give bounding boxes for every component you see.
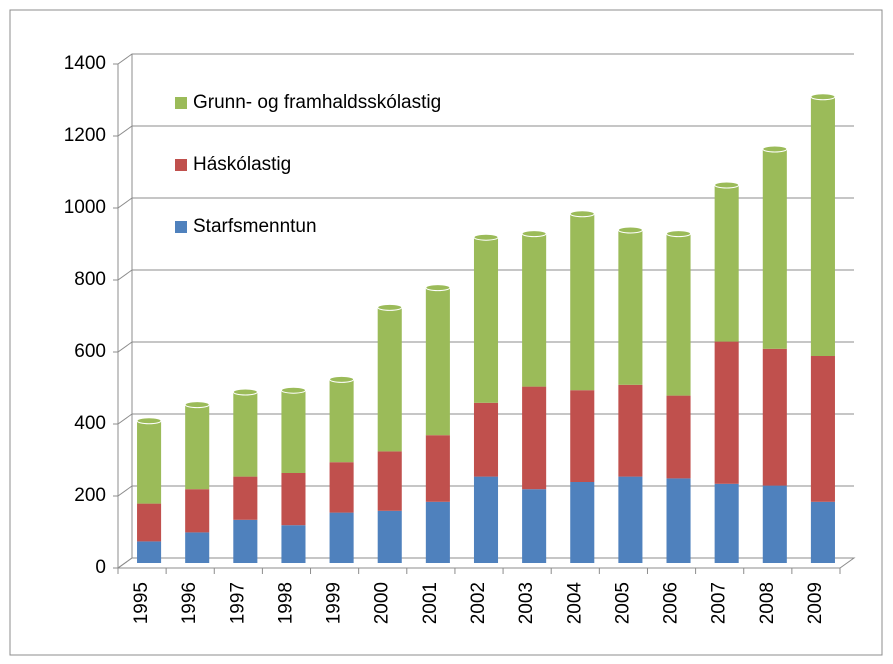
legend-label: Starfsmenntun [193, 216, 317, 237]
bar-segment [473, 237, 499, 403]
bar-segment [810, 96, 835, 357]
bar-segment [666, 478, 691, 563]
bar-top [666, 230, 692, 238]
bar-segment [666, 395, 691, 479]
x-tick-label: 1995 [131, 582, 152, 624]
legend-swatch [175, 97, 187, 109]
bar-segment [762, 348, 787, 486]
grid-line [117, 53, 854, 65]
bar-top [377, 303, 403, 311]
x-tick-label: 1996 [179, 582, 200, 624]
y-tick-label: 1000 [64, 197, 106, 218]
bar-segment [233, 476, 258, 520]
bar-top [521, 230, 547, 238]
legend-swatch [175, 221, 187, 233]
y-tick-label: 600 [74, 341, 106, 362]
x-tick-label: 2001 [420, 582, 441, 624]
bar-segment [425, 435, 450, 502]
bar-top [569, 210, 595, 218]
bar-top [617, 226, 643, 234]
bar-segment [522, 489, 547, 563]
bar-segment [137, 420, 162, 504]
x-tick-label: 2002 [468, 582, 489, 624]
bar-top [425, 284, 451, 292]
bar-top [473, 233, 499, 241]
bar-top [136, 417, 162, 425]
bar-segment [473, 402, 499, 477]
bar-segment [233, 519, 258, 563]
bar-segment [714, 483, 739, 563]
bar-top [810, 93, 836, 101]
x-tick-label: 2003 [516, 582, 537, 624]
legend-label: Grunn- og framhaldsskólastig [193, 92, 441, 113]
bar-top [762, 145, 788, 153]
x-tick-label: 2009 [805, 582, 826, 624]
bar-segment [185, 404, 210, 490]
y-tick-label: 400 [74, 413, 106, 434]
bar-segment [329, 379, 354, 463]
bar-top [329, 375, 355, 383]
bar-segment [522, 233, 547, 387]
grid-line [117, 197, 854, 209]
bar-segment [618, 230, 643, 385]
x-tick-label: 2004 [564, 582, 585, 625]
bar-segment [377, 451, 402, 511]
bar-segment [281, 525, 306, 563]
bar-segment [570, 390, 595, 482]
bar-segment [810, 501, 835, 563]
grid-line [117, 413, 854, 425]
x-tick-label: 1998 [275, 582, 296, 624]
y-tick-label: 200 [74, 485, 106, 506]
x-tick-label: 2007 [709, 582, 730, 624]
bar-segment [425, 287, 450, 436]
bar-top [280, 386, 307, 394]
bar-segment [425, 501, 450, 563]
bar-segment [714, 185, 739, 342]
bar-segment [473, 476, 499, 563]
bar-segment [281, 473, 306, 526]
bar-segment [377, 510, 402, 563]
bar-top [184, 401, 210, 409]
bar-segment [666, 233, 691, 396]
bar-segment [137, 541, 162, 563]
bar-segment [714, 341, 739, 484]
x-tick-label: 2006 [661, 582, 682, 624]
grid-line [117, 485, 854, 497]
bar-segment [618, 384, 643, 477]
grid-line [117, 341, 854, 353]
bar-segment [570, 213, 595, 391]
legend-label: Háskólastig [193, 154, 291, 175]
bar-segment [810, 356, 835, 502]
y-tick-label: 0 [95, 557, 106, 578]
grid-line [117, 125, 854, 137]
y-tick-label: 1400 [64, 53, 106, 74]
bar-segment [185, 489, 210, 533]
y-tick-label: 800 [74, 269, 106, 290]
bar-segment [762, 149, 787, 349]
x-tick-label: 1999 [324, 582, 345, 624]
bar-segment [233, 392, 258, 477]
bar-segment [137, 503, 162, 542]
bar-segment [329, 462, 354, 513]
bar-segment [762, 485, 787, 563]
bar-segment [281, 390, 306, 473]
bar-segment [570, 482, 595, 563]
grid-line [117, 269, 854, 281]
x-tick-label: 2008 [757, 582, 778, 624]
bar-top [714, 181, 740, 189]
bar-segment [618, 476, 643, 563]
bar-segment [329, 512, 354, 563]
bar-segment [522, 386, 547, 490]
bar-segment [185, 532, 210, 563]
bar-top [232, 388, 258, 396]
x-tick-label: 2005 [612, 582, 633, 624]
bar-segment [377, 307, 402, 452]
legend-swatch [175, 159, 187, 171]
x-tick-label: 2000 [372, 582, 393, 624]
x-tick-label: 1997 [227, 582, 248, 624]
y-tick-label: 1200 [64, 125, 106, 146]
